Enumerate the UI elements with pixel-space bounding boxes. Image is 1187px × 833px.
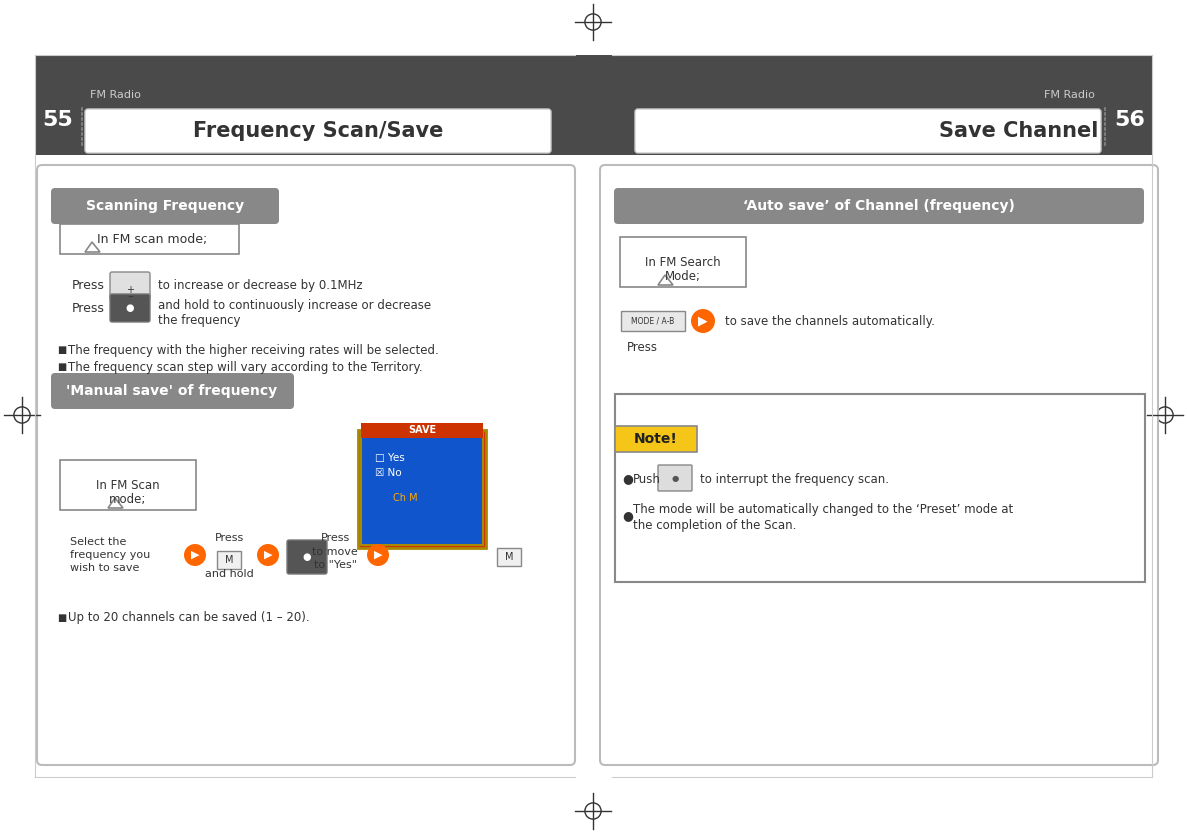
Text: and hold: and hold (204, 569, 253, 579)
Text: FM Radio: FM Radio (1045, 90, 1094, 100)
Text: Push: Push (633, 472, 661, 486)
Text: In FM scan mode;: In FM scan mode; (97, 232, 207, 246)
FancyBboxPatch shape (615, 394, 1145, 582)
Text: □ Yes: □ Yes (375, 453, 405, 463)
Text: ●: ● (126, 303, 134, 313)
FancyBboxPatch shape (358, 430, 485, 548)
Text: to interrupt the frequency scan.: to interrupt the frequency scan. (700, 472, 889, 486)
Text: Select the: Select the (70, 537, 126, 547)
Text: Press: Press (72, 302, 104, 315)
Text: ─: ─ (128, 294, 132, 300)
FancyBboxPatch shape (34, 55, 1153, 155)
Circle shape (258, 544, 279, 566)
FancyBboxPatch shape (287, 540, 326, 574)
Text: The frequency with the higher receiving rates will be selected.: The frequency with the higher receiving … (68, 343, 439, 357)
Text: to move: to move (312, 547, 357, 557)
Text: to increase or decrease by 0.1MHz: to increase or decrease by 0.1MHz (158, 278, 362, 292)
Text: The frequency scan step will vary according to the Territory.: The frequency scan step will vary accord… (68, 361, 423, 373)
Text: ▶: ▶ (374, 550, 382, 560)
FancyBboxPatch shape (51, 373, 294, 409)
Text: SAVE: SAVE (408, 425, 436, 435)
Text: ●: ● (303, 552, 311, 562)
Text: M: M (504, 552, 513, 562)
Text: ■: ■ (57, 345, 66, 355)
Text: Up to 20 channels can be saved (1 – 20).: Up to 20 channels can be saved (1 – 20). (68, 611, 310, 625)
Text: In FM Search: In FM Search (646, 256, 721, 268)
Polygon shape (108, 498, 123, 508)
FancyBboxPatch shape (110, 294, 150, 322)
FancyBboxPatch shape (85, 109, 551, 153)
FancyBboxPatch shape (61, 460, 196, 510)
Text: 'Manual save' of frequency: 'Manual save' of frequency (66, 384, 278, 398)
Text: to save the channels automatically.: to save the channels automatically. (725, 315, 935, 327)
Text: MODE / A-B: MODE / A-B (631, 317, 674, 326)
Circle shape (367, 544, 389, 566)
Text: FM Radio: FM Radio (90, 90, 141, 100)
Polygon shape (85, 242, 100, 252)
Text: the frequency: the frequency (158, 313, 241, 327)
Text: Press: Press (627, 341, 658, 353)
Text: ▶: ▶ (191, 550, 199, 560)
Text: Mode;: Mode; (665, 270, 702, 282)
Text: M: M (224, 555, 234, 565)
Text: mode;: mode; (109, 492, 147, 506)
Text: +: + (126, 285, 134, 295)
Text: Press: Press (215, 533, 243, 543)
Text: ☒ No: ☒ No (375, 468, 401, 478)
Text: ■: ■ (57, 362, 66, 372)
Text: ●: ● (622, 510, 633, 522)
Text: and hold to continuously increase or decrease: and hold to continuously increase or dec… (158, 298, 431, 312)
Text: the completion of the Scan.: the completion of the Scan. (633, 518, 796, 531)
FancyBboxPatch shape (497, 548, 521, 566)
FancyBboxPatch shape (217, 551, 241, 569)
FancyBboxPatch shape (614, 188, 1144, 224)
FancyBboxPatch shape (621, 311, 685, 331)
Text: In FM Scan: In FM Scan (96, 478, 160, 491)
Text: to "Yes": to "Yes" (313, 560, 356, 570)
FancyBboxPatch shape (620, 237, 745, 287)
Text: ‘Auto save’ of Channel (frequency): ‘Auto save’ of Channel (frequency) (743, 199, 1015, 213)
Circle shape (691, 309, 715, 333)
Text: ■: ■ (57, 613, 66, 623)
Polygon shape (658, 275, 673, 285)
FancyBboxPatch shape (37, 165, 575, 765)
FancyBboxPatch shape (361, 423, 483, 438)
Text: The mode will be automatically changed to the ‘Preset’ mode at: The mode will be automatically changed t… (633, 503, 1014, 516)
Text: ▶: ▶ (698, 315, 707, 327)
Text: Scanning Frequency: Scanning Frequency (85, 199, 245, 213)
FancyBboxPatch shape (61, 224, 239, 254)
FancyBboxPatch shape (599, 165, 1159, 765)
Text: Save Channel: Save Channel (939, 121, 1098, 141)
FancyBboxPatch shape (51, 188, 279, 224)
Text: 56: 56 (1115, 110, 1145, 130)
FancyBboxPatch shape (615, 426, 697, 452)
Text: frequency you: frequency you (70, 550, 151, 560)
Text: wish to save: wish to save (70, 563, 139, 573)
Text: Frequency Scan/Save: Frequency Scan/Save (192, 121, 443, 141)
Circle shape (184, 544, 207, 566)
Text: Ch M: Ch M (393, 493, 418, 503)
FancyBboxPatch shape (361, 433, 483, 545)
FancyBboxPatch shape (658, 465, 692, 491)
Text: ▶: ▶ (264, 550, 272, 560)
Text: ●: ● (622, 472, 633, 486)
Text: Press: Press (72, 278, 104, 292)
FancyBboxPatch shape (635, 109, 1102, 153)
FancyBboxPatch shape (110, 272, 150, 300)
Text: Note!: Note! (634, 432, 678, 446)
Text: ●: ● (672, 473, 679, 482)
Text: 55: 55 (43, 110, 74, 130)
Text: Press: Press (320, 533, 350, 543)
